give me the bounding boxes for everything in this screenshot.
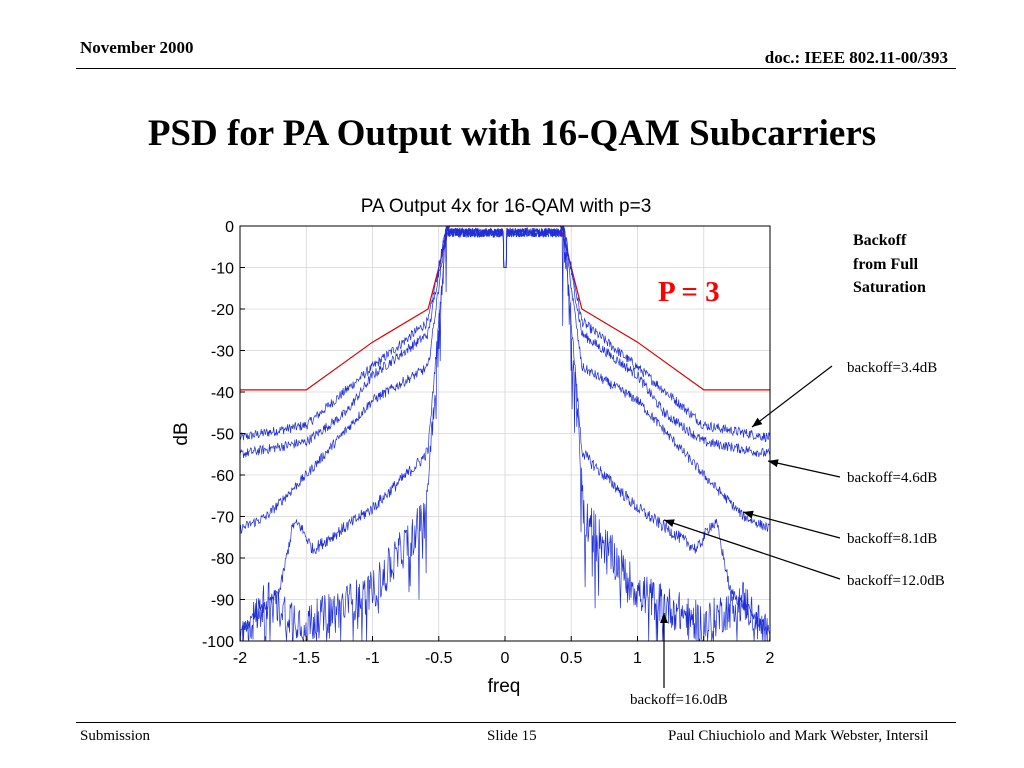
footer-submission: Submission [80, 728, 151, 744]
y-axis-label: dB [171, 422, 192, 445]
annotation-arrow-head [743, 510, 754, 519]
chart-title: PA Output 4x for 16-QAM with p=3 [361, 196, 652, 217]
header-divider [76, 68, 956, 69]
footer-authors: Paul Chiuchiolo and Mark Webster, Inters… [668, 728, 929, 744]
y-tick-label: -10 [211, 261, 234, 278]
annotation-arrow-head [752, 417, 763, 427]
header-date: November 2000 [80, 38, 194, 57]
annotation-arrow-line [751, 365, 833, 428]
footer-slide-number: Slide 15 [487, 728, 537, 744]
annotation-arrow-line [742, 511, 841, 539]
psd-line-backoff-16-0dB [239, 225, 771, 643]
backoff-label-3-4: backoff=3.4dB [847, 360, 938, 376]
x-tick-label: -1.5 [292, 650, 320, 667]
backoff-label-12-0: backoff=12.0dB [847, 573, 945, 589]
y-tick-label: -100 [202, 634, 234, 651]
x-tick-label: 1.5 [693, 650, 715, 667]
backoff-label-16-0: backoff=16.0dB [630, 692, 728, 708]
y-tick-label: -50 [211, 427, 234, 444]
y-tick-label: -40 [211, 385, 234, 402]
backoff-title-line: Backoff [853, 232, 907, 249]
backoff-title-line: Saturation [853, 279, 926, 296]
x-axis-label: freq [488, 676, 521, 697]
arrows [660, 365, 841, 688]
y-tick-label: -80 [211, 551, 234, 568]
x-tick-label: 2 [766, 650, 775, 667]
footer-divider [76, 722, 956, 723]
y-tick-label: -60 [211, 468, 234, 485]
backoff-label-4-6: backoff=4.6dB [847, 470, 938, 486]
backoff-label-8-1: backoff=8.1dB [847, 531, 938, 547]
annotation-arrow-head [664, 519, 675, 527]
annotation-arrow-head [660, 613, 668, 623]
x-tick-label: -1 [365, 650, 379, 667]
x-tick-label: -0.5 [425, 650, 453, 667]
y-tick-label: -30 [211, 344, 234, 361]
y-tick-label: -20 [211, 302, 234, 319]
annotation-arrow-line [663, 519, 841, 580]
slide-title: PSD for PA Output with 16-QAM Subcarrier… [147, 113, 877, 154]
x-tick-label: 1 [633, 650, 642, 667]
x-tick-label: 0.5 [560, 650, 582, 667]
grid [239, 225, 771, 642]
backoff-title-line: from Full [853, 255, 919, 273]
annotation-arrow-line [767, 460, 841, 478]
x-tick-label: -2 [233, 650, 247, 667]
y-tick-label: 0 [225, 219, 234, 236]
header-doc-id: doc.: IEEE 802.11-00/393 [764, 48, 948, 67]
x-tick-label: 0 [501, 650, 510, 667]
y-tick-label: -90 [211, 593, 234, 610]
backoff-title: Backoff from Full Saturation [853, 229, 926, 300]
y-tick-label: -70 [211, 510, 234, 527]
p-label: P = 3 [658, 276, 720, 308]
annotation-arrow-head [768, 459, 779, 468]
tick-labels: -2 -1.5 -1 -0.5 0 0.5 1 1.5 2 0 -10 -20 -30 -40 -50 -60… [202, 219, 775, 667]
